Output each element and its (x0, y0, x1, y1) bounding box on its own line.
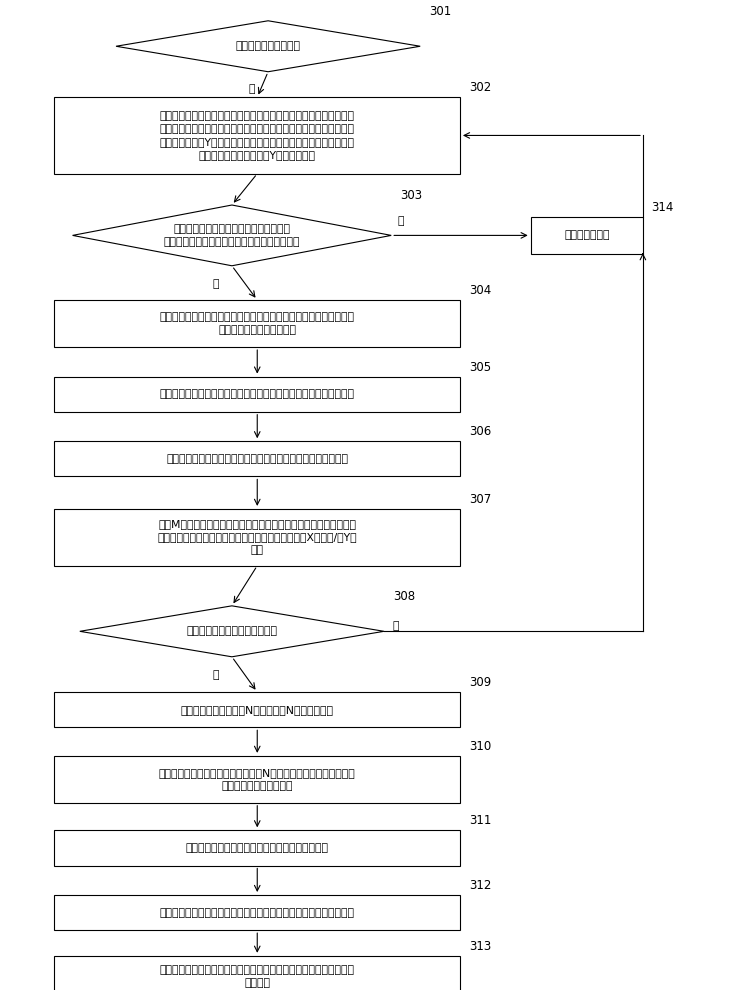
Text: 根据每一个交叉点的坐标信息，求取N个交叉点的均值，将均值对应
的坐标点作为目标交叉点: 根据每一个交叉点的坐标信息，求取N个交叉点的均值，将均值对应 的坐标点作为目标交… (159, 768, 355, 791)
Text: 310: 310 (469, 740, 491, 753)
Text: 将目标交叉点映射至世界坐标系，获得映射点坐标: 将目标交叉点映射至世界坐标系，获得映射点坐标 (185, 843, 329, 853)
Text: 304: 304 (469, 284, 491, 297)
Text: 是: 是 (213, 279, 219, 289)
Text: 是: 是 (249, 84, 256, 94)
Bar (55, 895, 460, 930)
Text: 根据坐标参数将左车道线及右车道线映射至自定义的虚拟二维图像上: 根据坐标参数将左车道线及右车道线映射至自定义的虚拟二维图像上 (160, 389, 355, 399)
Bar (55, 441, 460, 476)
Text: 根据映射点坐标将对应的映射点映射至相机坐标系以获得标定参考点: 根据映射点坐标将对应的映射点映射至相机坐标系以获得标定参考点 (160, 908, 355, 918)
Text: 303: 303 (400, 189, 422, 202)
Text: 306: 306 (469, 425, 491, 438)
Polygon shape (72, 205, 391, 266)
Bar (55, 956, 460, 997)
Bar (531, 217, 643, 254)
Polygon shape (80, 606, 384, 657)
Text: 自定义一个虚拟二维图像，将上述世界坐标系的自定义坐标范围与该
虚拟二维图像建立映射关系: 自定义一个虚拟二维图像，将上述世界坐标系的自定义坐标范围与该 虚拟二维图像建立映… (160, 312, 355, 335)
Text: 302: 302 (469, 81, 491, 94)
Text: 307: 307 (469, 493, 491, 506)
Text: 否: 否 (397, 216, 403, 226)
Bar (55, 377, 460, 412)
Text: 是: 是 (213, 670, 219, 680)
Text: 314: 314 (652, 201, 674, 214)
Text: 检测是否满足标定周期: 检测是否满足标定周期 (236, 41, 301, 51)
Text: 313: 313 (469, 940, 491, 953)
Bar (55, 97, 460, 174)
Text: 311: 311 (469, 814, 491, 827)
Bar (55, 692, 460, 727)
Text: 获取下一帧图像: 获取下一帧图像 (564, 230, 610, 240)
Text: 获取在虚拟二维图像上映射得到的左车道线与右车道线的交叉点: 获取在虚拟二维图像上映射得到的左车道线与右车道线的交叉点 (166, 454, 348, 464)
Text: 判断该总数量是否满足第一阈值: 判断该总数量是否满足第一阈值 (186, 626, 277, 636)
Polygon shape (116, 21, 420, 72)
Text: 301: 301 (429, 5, 451, 18)
Text: 结合M帧图像及每一帧图像获得的对应交叉点的坐标信息，统计位于
虚拟二维图像内的交叉点的总数量，该坐标信息包括X坐标和/或Y坐
标值: 结合M帧图像及每一帧图像获得的对应交叉点的坐标信息，统计位于 虚拟二维图像内的交… (157, 519, 357, 555)
Text: 获取标定参考点相对相机坐标系的偏移角度，该偏移角度包括俯仰角
和横摆角: 获取标定参考点相对相机坐标系的偏移角度，该偏移角度包括俯仰角 和横摆角 (160, 965, 355, 988)
Bar (55, 509, 460, 566)
Bar (55, 830, 460, 866)
Bar (55, 756, 460, 803)
Text: 否: 否 (392, 621, 399, 631)
Text: 判断左车道线在世界坐标系的倾斜度及右
车道线在世界坐标系的倾斜度是否均小于预设值: 判断左车道线在世界坐标系的倾斜度及右 车道线在世界坐标系的倾斜度是否均小于预设值 (163, 224, 300, 247)
Text: 获得虚拟二维图像内的N个交叉点，N等于第一阈值: 获得虚拟二维图像内的N个交叉点，N等于第一阈值 (181, 705, 334, 715)
Text: 308: 308 (392, 590, 415, 603)
Text: 305: 305 (469, 361, 491, 374)
Text: 309: 309 (469, 676, 491, 689)
Text: 312: 312 (469, 879, 491, 892)
Text: 从相机采集的图像中获取左车道线及右车道线在世界坐标系的坐标参
数，该坐标参数至少包括左车道线在世界坐标系的倾斜度、左车道线
与世界坐标系的Y轴的交点坐标、右车道: 从相机采集的图像中获取左车道线及右车道线在世界坐标系的坐标参 数，该坐标参数至少… (160, 111, 355, 160)
Bar (55, 300, 460, 347)
